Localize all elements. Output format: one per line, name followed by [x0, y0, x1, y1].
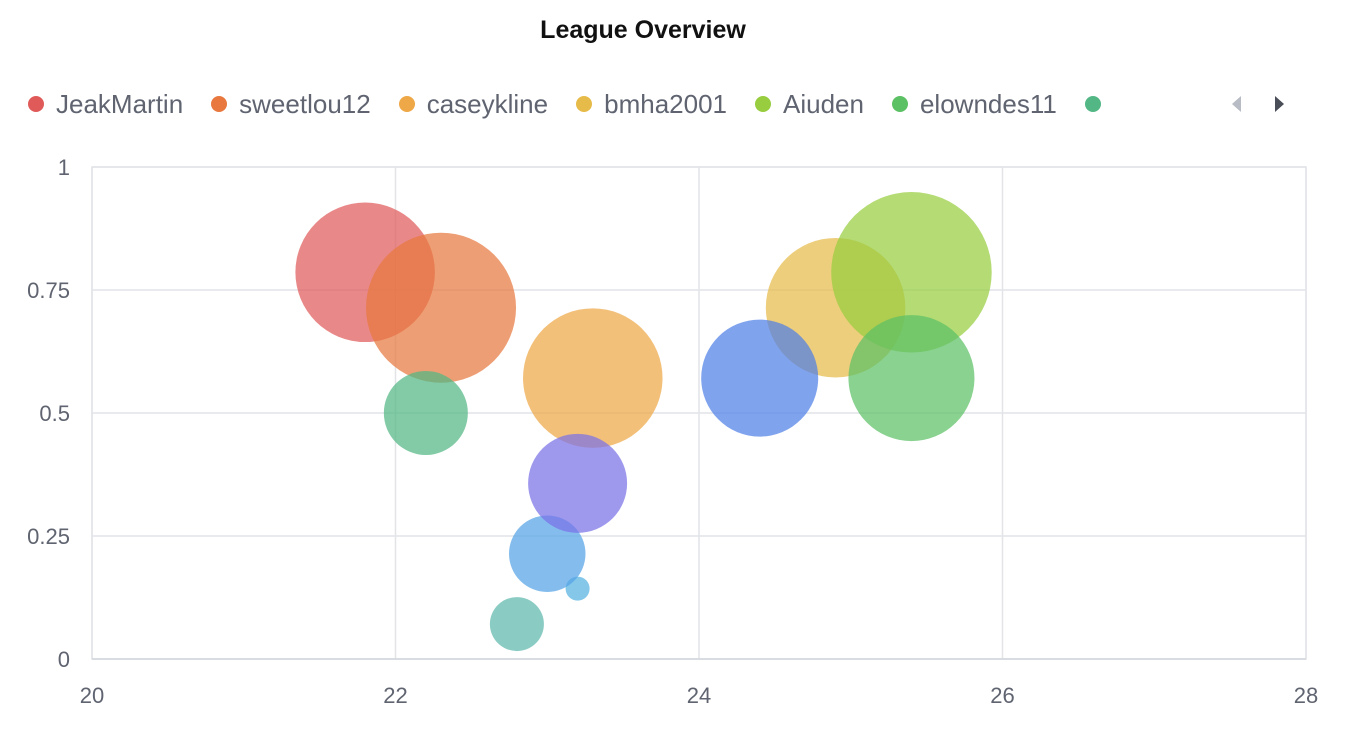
x-tick-label: 26 [990, 683, 1014, 708]
bubble-point[interactable] [831, 192, 992, 353]
bubble-point[interactable] [383, 371, 468, 455]
legend-label: caseykline [426, 88, 549, 119]
legend-dot [576, 96, 593, 112]
legend-dot [211, 96, 228, 112]
legend-item[interactable]: caseykline [398, 86, 549, 122]
bubble-point[interactable] [489, 597, 544, 652]
legend-dot [755, 96, 771, 112]
bubble-point[interactable] [366, 232, 517, 383]
bubble-point[interactable] [523, 308, 663, 448]
legend-item[interactable]: JeakMartin [28, 86, 183, 122]
chart-title: League Overview [540, 16, 746, 44]
bubble-point[interactable] [701, 319, 819, 437]
y-tick-label: 0 [58, 647, 70, 672]
bubble-point[interactable] [509, 515, 586, 592]
legend-dot [1084, 96, 1101, 112]
legend-item[interactable] [1084, 86, 1113, 122]
y-tick-label: 0.5 [39, 401, 70, 426]
bubble-point[interactable] [528, 433, 628, 533]
legend-item[interactable]: bmha2001 [576, 86, 727, 122]
y-tick-label: 0.75 [27, 278, 70, 303]
legend-item[interactable]: Aiuden [755, 86, 864, 122]
legend-label: elowndes11 [919, 88, 1057, 119]
legend-next-button[interactable] [1270, 93, 1288, 115]
legend-label: bmha2001 [604, 88, 727, 119]
legend-label: JeakMartin [56, 88, 184, 119]
legend-dot [891, 96, 908, 112]
bubble-point[interactable] [848, 315, 975, 442]
legend-dot [398, 96, 415, 112]
legend-item[interactable]: sweetlou12 [211, 86, 371, 122]
legend-label: sweetlou12 [239, 88, 371, 119]
legend-label: Aiuden [783, 88, 864, 119]
caret-right-icon [1275, 96, 1284, 112]
x-tick-label: 20 [80, 683, 104, 708]
caret-left-icon [1232, 96, 1241, 112]
x-tick-label: 22 [383, 683, 407, 708]
x-tick-label: 24 [687, 683, 711, 708]
legend-item[interactable]: elowndes11 [891, 86, 1057, 122]
y-tick-label: 0.25 [27, 524, 70, 549]
legend-dot [28, 96, 44, 112]
y-tick-label: 1 [58, 155, 70, 180]
x-tick-label: 28 [1294, 683, 1318, 708]
legend-prev-button[interactable] [1228, 93, 1246, 115]
legend: JeakMartin sweetlou12 caseykline bmha2001 Ai… [28, 86, 1223, 122]
